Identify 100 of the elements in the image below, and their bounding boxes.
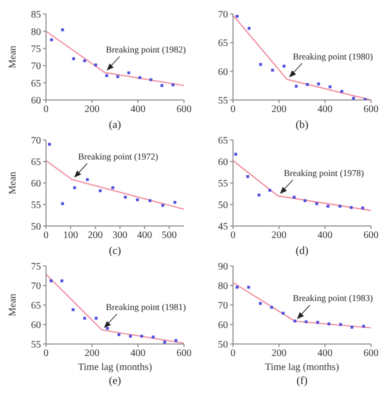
x-axis-title: Time lag (months) <box>76 362 154 374</box>
point <box>61 202 64 206</box>
point <box>340 90 344 93</box>
y-tick-label: 50 <box>218 200 228 212</box>
y-tick-label: 85 <box>31 10 41 21</box>
y-tick-label: 65 <box>31 157 41 168</box>
y-tick-label: 55 <box>31 200 41 212</box>
y-tick-label: 70 <box>31 61 41 72</box>
x-tick-label: 500 <box>162 230 177 242</box>
point <box>83 316 86 320</box>
x-tick-label: 200 <box>272 230 286 242</box>
y-tick-label: 45 <box>218 222 228 233</box>
y-tick-label: 90 <box>218 262 228 273</box>
point <box>317 82 320 86</box>
annotation: Breaking point (1980) <box>292 51 373 62</box>
point <box>293 320 296 322</box>
x-tick-label: 0 <box>230 348 236 360</box>
text: (d) <box>294 244 310 258</box>
point <box>106 326 109 330</box>
x-tick-label: 400 <box>318 230 332 242</box>
point <box>271 68 274 72</box>
y-tick-label: 80 <box>31 26 41 38</box>
x-tick-label: 0 <box>230 230 236 242</box>
point <box>60 279 64 282</box>
x-tick-label: 400 <box>130 104 146 116</box>
point <box>174 339 178 342</box>
x-tick-label: 0 <box>44 348 48 360</box>
y-tick-label: 50 <box>31 222 41 233</box>
point <box>327 322 330 326</box>
y-tick-label: 65 <box>218 38 228 50</box>
point <box>105 74 108 77</box>
point <box>138 76 142 80</box>
point <box>258 194 260 196</box>
y-tick-label: 75 <box>31 44 41 55</box>
x-tick-label: 600 <box>176 348 192 360</box>
y-tick-label: 70 <box>31 281 41 292</box>
point <box>304 199 306 202</box>
point <box>163 340 166 344</box>
x-tick-label: 200 <box>272 348 286 360</box>
x-tick-label: 600 <box>364 104 378 116</box>
point <box>160 84 164 87</box>
y-tick-label: 65 <box>31 78 41 90</box>
annotation: Breaking point (1982) <box>106 44 186 54</box>
point <box>306 83 309 86</box>
x-tick-label: 600 <box>364 348 378 360</box>
point <box>326 204 330 208</box>
point <box>258 302 262 305</box>
annotation: Breaking point (1978) <box>284 168 364 178</box>
point <box>117 333 120 336</box>
point <box>282 64 286 68</box>
point <box>72 57 76 60</box>
point <box>173 200 176 204</box>
point <box>259 63 262 66</box>
x-tick-label: 400 <box>318 348 332 360</box>
x-tick-label: 200 <box>84 104 100 116</box>
y-tick-label: 55 <box>218 96 228 107</box>
point <box>246 175 250 178</box>
point <box>316 320 320 324</box>
y-axis-title: Mean <box>8 46 19 68</box>
x-tick-label: 200 <box>272 104 286 116</box>
text: (c) <box>108 244 122 258</box>
point <box>361 206 364 210</box>
point <box>94 64 98 66</box>
y-tick-label: 75 <box>31 262 41 273</box>
annotation: Breaking point (1983) <box>292 293 373 304</box>
point <box>315 202 318 206</box>
point <box>152 336 155 338</box>
y-tick-label: 55 <box>218 178 228 190</box>
text: (f) <box>296 374 308 388</box>
annotation: Breaking point (1972) <box>78 152 158 162</box>
y-tick-label: 80 <box>218 281 228 292</box>
point <box>72 308 75 312</box>
point <box>328 85 332 88</box>
y-axis-title: Mean <box>8 294 19 316</box>
x-tick-label: 400 <box>130 348 146 360</box>
y-tick-label: 60 <box>218 66 228 78</box>
x-tick-label: 0 <box>230 104 236 116</box>
text: (e) <box>108 374 122 388</box>
y-tick-label: 60 <box>31 96 41 107</box>
x-tick-label: 400 <box>318 104 332 116</box>
x-tick-label: 200 <box>84 348 100 360</box>
point <box>352 96 355 100</box>
point <box>172 83 174 86</box>
point <box>48 142 51 146</box>
point <box>61 28 64 32</box>
point <box>362 324 366 328</box>
point <box>304 320 308 324</box>
point <box>50 279 52 282</box>
text: (b) <box>294 118 310 132</box>
x-tick-label: 300 <box>112 230 128 242</box>
point <box>161 204 164 207</box>
x-tick-label: 600 <box>176 104 192 116</box>
point <box>247 286 250 289</box>
point <box>148 199 152 202</box>
annotation: Breaking point (1981) <box>106 302 186 312</box>
x-tick-label: 400 <box>137 230 152 242</box>
y-tick-label: 65 <box>31 300 41 312</box>
point <box>236 14 239 18</box>
point <box>116 75 120 78</box>
point <box>94 316 98 320</box>
